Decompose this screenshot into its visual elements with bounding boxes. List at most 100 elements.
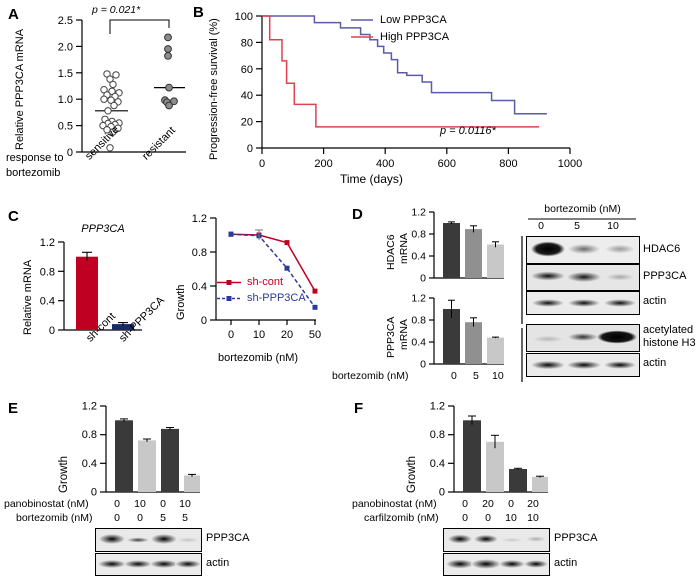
legend-shcont-label: sh-cont <box>247 276 284 288</box>
legend-low-italic: PPP3CA <box>403 14 447 26</box>
panel-f-blot-label-ppp3ca: PPP3CA <box>554 532 598 544</box>
legend-high-pre: High <box>380 31 406 43</box>
panel-a-ylabel: Relative PPP3CA mRNA <box>14 29 26 150</box>
panel-f-blot-label-actin: actin <box>554 557 578 569</box>
svg-text:0.8: 0.8 <box>411 229 426 241</box>
svg-text:0: 0 <box>247 143 253 155</box>
panel-e-blot-label-actin: actin <box>206 557 230 569</box>
panel-f-row1-v2: 10 <box>505 512 517 524</box>
panel-d-label: D <box>352 206 363 223</box>
panel-e-ylabel: Growth <box>58 455 70 493</box>
legend-line-low-icon <box>351 19 373 21</box>
panel-c-left-plot: 0 0.4 0.8 1.2 <box>40 237 142 337</box>
panel-d-xtick-0: 0 <box>451 370 457 382</box>
legend-line-high-icon <box>351 36 373 38</box>
svg-text:0.4: 0.4 <box>40 296 55 308</box>
panel-e: E Growth 0 0.4 0.8 1.2 panobinostat (nM) 0… <box>0 388 350 576</box>
panel-d-blot-left-rule-2 <box>521 328 523 382</box>
svg-text:0.4: 0.4 <box>430 458 445 470</box>
panel-d-blot-lane-10: 10 <box>607 220 619 232</box>
legend-item-high: High PPP3CA <box>350 31 449 43</box>
panel-b-xlabel: Time (days) <box>340 172 403 186</box>
svg-text:20: 20 <box>281 329 293 341</box>
panel-f: F Growth 0 0.4 0.8 1.2 panobinostat (nM) 0… <box>348 388 700 576</box>
panel-a-xcaption-line2: bortezomib <box>6 167 61 179</box>
panel-e-row0-v3: 10 <box>179 498 191 510</box>
svg-text:1.2: 1.2 <box>430 401 445 413</box>
legend-high-italic: PPP3CA <box>405 31 450 43</box>
svg-text:0: 0 <box>259 158 265 170</box>
legend-shppp3ca-pre: sh- <box>247 292 263 304</box>
panel-c-left-title: PPP3CA <box>81 223 125 235</box>
svg-text:0.8: 0.8 <box>430 429 445 441</box>
svg-text:2.5: 2.5 <box>58 15 73 27</box>
panel-a-label: A <box>8 6 19 23</box>
svg-text:0: 0 <box>49 325 55 337</box>
panel-d-bottom-ylabel: PPP3CA <box>385 317 397 358</box>
panel-c-right-xlabel: bortezomib (nM) <box>218 352 299 364</box>
legend-shppp3ca-italic: PPP3CA <box>262 292 306 304</box>
svg-text:0.8: 0.8 <box>411 315 426 327</box>
panel-e-row0-v2: 0 <box>160 498 166 510</box>
panel-d-bottom-plot: 0 0.4 0.8 1.2 <box>411 293 504 371</box>
panel-d-blot-label-acetyl-2: histone H3 <box>643 337 696 349</box>
panel-c: C PPP3CA Relative mRNA 0 0.4 0.8 1.2 sh-co… <box>0 200 330 385</box>
svg-text:0.4: 0.4 <box>82 458 97 470</box>
panel-b-label: B <box>193 4 204 21</box>
svg-text:0: 0 <box>228 329 234 341</box>
panel-d-blot-hdac6 <box>526 236 640 264</box>
panel-d-blot-header-rule <box>528 218 636 220</box>
legend-item-shcont: sh-cont <box>216 276 306 288</box>
panel-f-plot: 0 0.4 0.8 1.2 <box>430 401 548 499</box>
svg-text:0: 0 <box>420 273 426 285</box>
panel-a-xcaption-line1: response to <box>6 152 64 164</box>
panel-e-row0-v1: 10 <box>134 498 146 510</box>
panel-e-row1-v3: 5 <box>182 512 188 524</box>
svg-text:0: 0 <box>420 359 426 371</box>
svg-text:1.2: 1.2 <box>40 237 55 249</box>
panel-e-row-label-bortezomib: bortezomib (nM) <box>16 512 93 524</box>
panel-a-pvalue: p = 0.021* <box>92 4 141 16</box>
panel-c-right-plot: 0 0.4 0.8 1.2 0 10 20 50 <box>192 213 321 341</box>
svg-text:0.8: 0.8 <box>192 247 207 259</box>
legend-item-shppp3ca: sh-PPP3CA <box>216 292 306 304</box>
svg-text:1.2: 1.2 <box>192 213 207 225</box>
svg-text:600: 600 <box>438 158 456 170</box>
panel-d-blot-lane-5: 5 <box>574 220 580 232</box>
svg-text:80: 80 <box>241 37 253 49</box>
panel-f-row-label-panobinostat: panobinostat (nM) <box>352 498 437 510</box>
panel-e-row1-v0: 0 <box>114 512 120 524</box>
panel-c-right-legend: sh-cont sh-PPP3CA <box>216 276 306 304</box>
svg-text:1.2: 1.2 <box>411 207 426 219</box>
panel-f-blot-ppp3ca <box>443 528 550 552</box>
legend-low-pre: Low <box>380 14 404 26</box>
panel-a-ylabel-italic: PPP3CA <box>14 64 26 108</box>
svg-text:0.4: 0.4 <box>192 281 207 293</box>
panel-f-row-label-carfilzomib: carfilzomib (nM) <box>364 512 439 524</box>
panel-d-blot-actin-1 <box>526 291 640 315</box>
panel-b-plot: 0 20 40 60 80 100 0 200 400 600 800 1000 <box>235 11 583 170</box>
panel-d: D HDAC6 mRNA 0 0.4 0.8 1.2 PPP3CA mRNA <box>330 198 700 388</box>
panel-f-row0-v3: 20 <box>527 498 539 510</box>
panel-d-blot-label-hdac6: HDAC6 <box>643 243 681 255</box>
legend-item-low: Low PPP3CA <box>350 14 449 26</box>
svg-text:1.2: 1.2 <box>82 401 97 413</box>
panel-d-blot-ppp3ca <box>526 264 640 291</box>
svg-text:50: 50 <box>309 329 321 341</box>
panel-d-blot-left-rule <box>521 236 523 324</box>
svg-text:400: 400 <box>376 158 394 170</box>
svg-text:2.0: 2.0 <box>58 41 73 53</box>
panel-e-row-label-panobinostat: panobinostat (nM) <box>4 498 89 510</box>
panel-a-plot: 0 0.5 1.0 1.5 2.0 2.5 <box>58 15 186 159</box>
panel-e-row0-v0: 0 <box>114 498 120 510</box>
panel-d-xtick-10: 10 <box>492 370 504 382</box>
panel-b: B Progression-free survival (%) 0 20 40 60… <box>190 0 690 195</box>
panel-d-blot-acetyl-h3 <box>526 324 640 352</box>
panel-d-blot-label-actin-1: actin <box>643 295 667 307</box>
panel-a-ylabel-post: mRNA <box>14 28 26 65</box>
panel-e-blot-label-ppp3ca: PPP3CA <box>206 532 250 544</box>
panel-f-row1-v0: 0 <box>462 512 468 524</box>
svg-text:200: 200 <box>314 158 332 170</box>
svg-text:40: 40 <box>241 90 253 102</box>
panel-e-blot-ppp3ca <box>95 528 202 552</box>
